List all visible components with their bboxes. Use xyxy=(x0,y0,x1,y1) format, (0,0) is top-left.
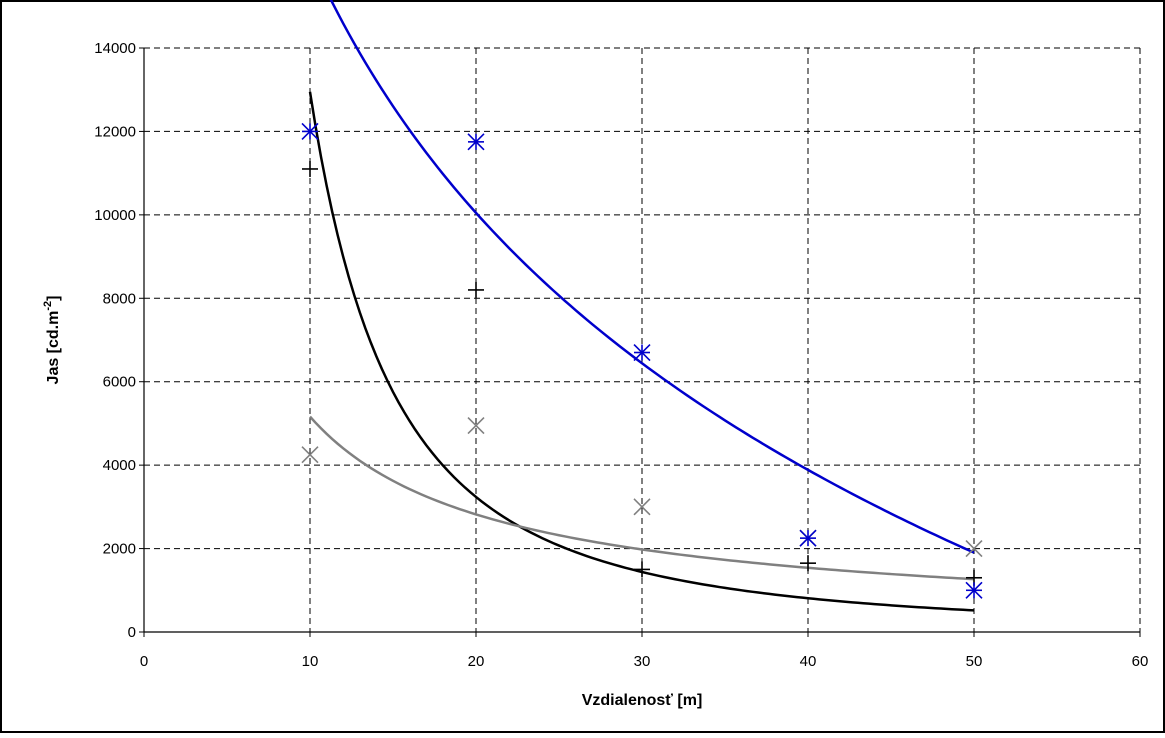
marker-stroke xyxy=(633,343,651,362)
data-point-series-1 xyxy=(468,281,484,298)
x-axis-title: Vzdialenosť [m] xyxy=(582,692,703,709)
y-tick-label: 10000 xyxy=(94,207,136,224)
marker-stroke xyxy=(633,498,651,516)
x-tick-label: 10 xyxy=(302,653,319,670)
marker-stroke xyxy=(301,446,319,464)
data-point-series-2 xyxy=(301,446,319,464)
marker-stroke xyxy=(965,581,983,599)
data-point-series-1 xyxy=(634,561,650,578)
data-point-series-3 xyxy=(633,343,651,362)
tick-labels: 0 10 20 30 40 50 60 0 2000 4000 6000 8000 10000 12000… xyxy=(94,40,1148,670)
y-axis-title-main: Jas [cd.m xyxy=(45,311,62,385)
data-point-series-1 xyxy=(800,555,816,572)
marker-stroke xyxy=(301,122,319,140)
marker-stroke xyxy=(467,416,485,435)
data-point-series-1 xyxy=(302,160,318,177)
data-point-series-3 xyxy=(467,133,485,151)
x-tick-label: 30 xyxy=(634,653,651,670)
y-tick-label: 6000 xyxy=(103,374,136,391)
data-point-series-3 xyxy=(301,122,319,140)
y-tick-label: 0 xyxy=(128,624,136,641)
y-axis-title-tail: ] xyxy=(45,296,62,301)
trend-line-series-3 xyxy=(329,0,975,554)
data-point-series-2 xyxy=(467,416,485,435)
x-tick-label: 0 xyxy=(140,653,148,670)
trend-line-series-2 xyxy=(309,415,975,581)
data-point-series-2 xyxy=(633,498,651,516)
x-tick-label: 40 xyxy=(800,653,817,670)
marker-stroke xyxy=(965,540,983,558)
data-points xyxy=(301,122,983,599)
y-tick-label: 8000 xyxy=(103,290,136,307)
marker-stroke xyxy=(467,133,485,151)
x-tick-label: 50 xyxy=(966,653,983,670)
y-tick-label: 12000 xyxy=(94,123,136,140)
axes xyxy=(139,47,1141,637)
y-tick-label: 14000 xyxy=(94,40,136,57)
y-tick-label: 2000 xyxy=(103,541,136,558)
y-axis-title-sup: -2 xyxy=(42,301,54,311)
y-tick-label: 4000 xyxy=(103,457,136,474)
data-point-series-3 xyxy=(965,581,983,599)
x-tick-label: 20 xyxy=(468,653,485,670)
data-point-series-2 xyxy=(965,540,983,558)
x-tick-label: 60 xyxy=(1132,653,1149,670)
y-axis-title: Jas [cd.m-2] xyxy=(42,296,62,385)
marker-stroke xyxy=(799,529,817,547)
data-point-series-3 xyxy=(799,529,817,547)
